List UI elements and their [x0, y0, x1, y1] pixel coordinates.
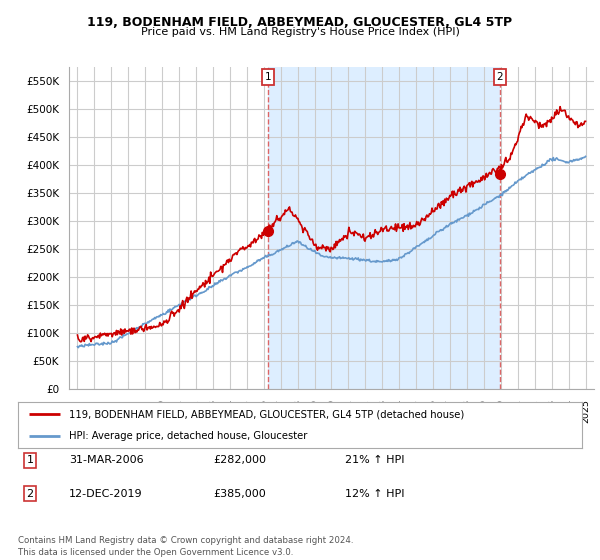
Bar	[268, 67, 500, 389]
Text: 1: 1	[26, 455, 34, 465]
Text: 1: 1	[265, 72, 271, 82]
Text: 119, BODENHAM FIELD, ABBEYMEAD, GLOUCESTER, GL4 5TP (detached house): 119, BODENHAM FIELD, ABBEYMEAD, GLOUCEST…	[69, 409, 464, 419]
Text: £282,000: £282,000	[213, 455, 266, 465]
Text: 2: 2	[26, 489, 34, 499]
Text: Contains HM Land Registry data © Crown copyright and database right 2024.
This d: Contains HM Land Registry data © Crown c…	[18, 536, 353, 557]
Text: HPI: Average price, detached house, Gloucester: HPI: Average price, detached house, Glou…	[69, 431, 307, 441]
Text: 21% ↑ HPI: 21% ↑ HPI	[345, 455, 404, 465]
Text: 12% ↑ HPI: 12% ↑ HPI	[345, 489, 404, 499]
Text: 12-DEC-2019: 12-DEC-2019	[69, 489, 143, 499]
Text: £385,000: £385,000	[213, 489, 266, 499]
Text: 119, BODENHAM FIELD, ABBEYMEAD, GLOUCESTER, GL4 5TP: 119, BODENHAM FIELD, ABBEYMEAD, GLOUCEST…	[88, 16, 512, 29]
Text: 31-MAR-2006: 31-MAR-2006	[69, 455, 143, 465]
Text: 2: 2	[497, 72, 503, 82]
Text: Price paid vs. HM Land Registry's House Price Index (HPI): Price paid vs. HM Land Registry's House …	[140, 27, 460, 37]
